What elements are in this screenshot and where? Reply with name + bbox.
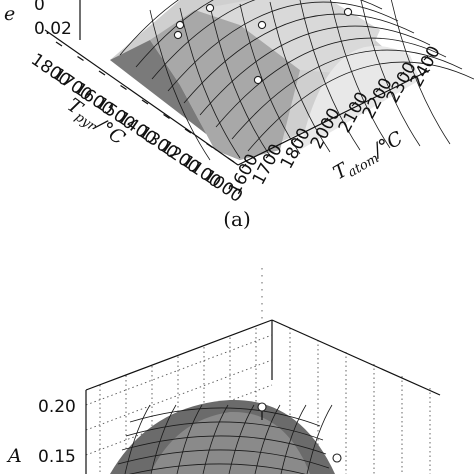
mesh-line-a-u — [167, 1, 399, 92]
y-axis-line-a — [44, 29, 239, 166]
mesh-line-a-v — [360, 0, 421, 147]
panel-label-a: (a) — [223, 207, 251, 231]
mesh-line-b-v — [150, 404, 177, 474]
surface-a-band-dark — [110, 40, 240, 160]
mesh-line-a-u — [183, 13, 415, 104]
z-axis-label-a: e — [4, 3, 15, 25]
x-tick-mark-a — [375, 87, 381, 93]
y-tick-mark-a — [206, 143, 213, 148]
data-markers-a — [173, 3, 353, 85]
x-axis-line-a — [237, 69, 431, 166]
mesh-line-a-u — [135, 0, 214, 68]
x-tick-mark-a — [323, 117, 329, 123]
surface-a-band-light — [195, 0, 380, 75]
grid-line-b — [85, 334, 273, 406]
mesh-line-b-v — [280, 404, 307, 474]
data-marker-a — [173, 30, 183, 40]
panel-a — [44, 0, 474, 166]
mesh-line-a-v — [330, 0, 391, 149]
surface-a-band-mid — [150, 10, 300, 160]
mesh-line-b-h — [128, 463, 306, 474]
mesh-line-b-v — [306, 404, 333, 474]
back-edge-b2 — [271, 319, 441, 396]
x-tick-mark-a — [241, 163, 247, 169]
surface-a-mesh — [119, 0, 474, 161]
data-marker-a — [343, 7, 353, 17]
y-tick-mark-a — [98, 70, 106, 76]
z-tick-b-1: 0.15 — [38, 447, 76, 467]
mesh-line-a-v — [390, 0, 451, 145]
mesh-line-b-v — [202, 404, 229, 474]
mesh-line-b-h — [117, 449, 330, 469]
mesh-line-a-v — [299, 0, 361, 151]
x-tick-mark-a — [265, 153, 271, 159]
z-axis-label-b: A — [6, 445, 22, 467]
data-marker-a — [253, 75, 263, 85]
data-marker-b — [332, 453, 342, 463]
mesh-line-b-v — [124, 404, 151, 474]
mesh-line-b-h — [125, 421, 324, 441]
x-tick-mark-a — [423, 55, 429, 61]
data-marker-a — [205, 3, 215, 13]
x-tick-mark-a — [399, 71, 405, 77]
y-tick-mark-a — [227, 157, 235, 163]
mesh-line-a-v — [239, 3, 301, 155]
y-tick-mark-a — [184, 128, 192, 134]
surface-b-mesh — [117, 404, 333, 474]
surface-a-ridge — [300, 45, 420, 150]
mesh-line-a-v — [179, 7, 241, 159]
data-markers-b — [257, 402, 342, 463]
mesh-line-a-v — [209, 5, 271, 157]
z-tick-b-0: 0.20 — [38, 397, 76, 417]
mesh-line-a-u — [215, 37, 447, 128]
y-tick-mark-a — [77, 56, 84, 61]
z-tick-a-1: 0.02 — [34, 19, 72, 39]
x-axis-label-a: Tatom/°C — [330, 127, 409, 187]
mesh-line-a-v — [269, 1, 331, 153]
data-marker-a — [257, 20, 267, 30]
grid-line-b — [85, 359, 273, 431]
panel-b — [85, 268, 441, 474]
mesh-line-b-h — [129, 407, 321, 427]
mesh-line-a-u — [231, 49, 463, 140]
surface-b-highlight — [150, 411, 310, 474]
data-marker-a — [175, 20, 185, 30]
y-tick-mark-a — [163, 114, 170, 119]
mesh-line-a-u — [151, 0, 383, 80]
x-tick-mark-a — [351, 101, 357, 107]
y-tick-mark-a — [120, 85, 127, 90]
y-tick-mark-a — [141, 99, 149, 105]
x-tick-mark-a — [293, 137, 299, 143]
mesh-line-b-h — [121, 435, 327, 455]
z-tick-a-0: 0 — [34, 0, 45, 15]
mesh-line-a-v — [149, 9, 211, 161]
mesh-line-a-u — [119, 0, 180, 56]
mesh-line-a-u — [247, 61, 474, 152]
back-edge-b — [85, 319, 273, 391]
data-marker-b — [257, 402, 267, 412]
y-tick-mark-a — [55, 41, 63, 47]
